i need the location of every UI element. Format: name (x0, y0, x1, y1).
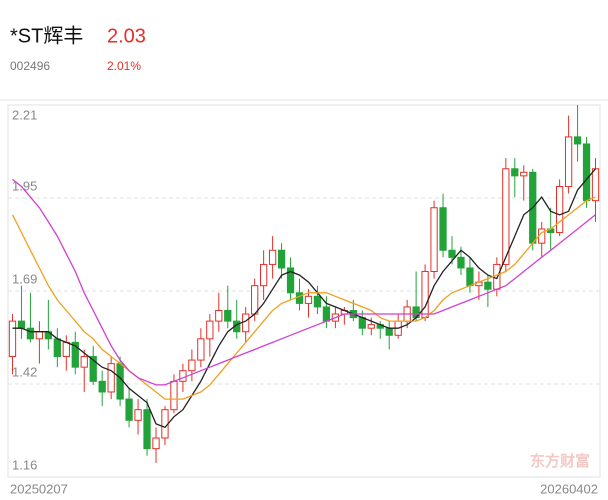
candle-body (295, 292, 304, 304)
x-tick-label: 20250207 (10, 481, 68, 496)
candle-body (322, 306, 331, 322)
candle-body (170, 380, 178, 411)
candle-body (26, 327, 35, 340)
y-tick-label: 1.16 (12, 457, 37, 472)
candle-body (573, 136, 582, 145)
price-change: 2.01% (107, 59, 141, 73)
candle-body (555, 185, 564, 234)
candle-body (215, 309, 223, 322)
candle-body (412, 306, 420, 319)
candle-body (152, 437, 160, 450)
candle-body (62, 341, 70, 358)
candle-body (448, 249, 456, 258)
candle-body (80, 356, 88, 368)
candle-body (358, 317, 366, 329)
candle-body (268, 249, 277, 265)
candle-body (8, 320, 17, 358)
candle-body (188, 359, 196, 372)
stock-name: *ST辉丰 (10, 24, 83, 47)
candle-body (313, 295, 322, 308)
candle-body (367, 324, 375, 329)
candle-body (143, 409, 151, 450)
candle-body (430, 207, 438, 273)
candle-body (511, 168, 519, 177)
stock-price: 2.03 (107, 25, 146, 47)
candle-body (259, 263, 268, 287)
x-tick-label: 20260402 (540, 481, 598, 496)
candle-body (502, 168, 510, 265)
candle-body (520, 171, 528, 177)
candle-body (286, 267, 295, 294)
stock-code: 002496 (10, 59, 50, 73)
candle-body (385, 327, 393, 336)
moving-average-line (11, 196, 596, 400)
candle-body (35, 331, 44, 340)
candle-body (457, 256, 465, 269)
candle-body (53, 338, 61, 358)
candle-body (564, 136, 573, 187)
candle-body (466, 267, 474, 287)
candle-body (242, 313, 250, 333)
candle-body (197, 338, 205, 361)
candle-body (251, 285, 259, 315)
candle-body (107, 363, 115, 393)
moving-average-line (12, 178, 596, 386)
candle-body (277, 249, 286, 269)
y-tick-label: 1.95 (12, 178, 37, 193)
y-tick-label: 1.69 (12, 271, 37, 286)
candle-body (179, 370, 187, 382)
candle-body (439, 207, 447, 251)
candle-body (206, 320, 214, 340)
y-tick-label: 2.21 (12, 107, 37, 122)
candle-body (134, 409, 142, 421)
candle-body (89, 356, 97, 382)
candle-body (71, 341, 79, 368)
candle-body (304, 295, 313, 304)
y-tick-label: 1.42 (12, 364, 37, 379)
candle-body (591, 168, 600, 202)
candle-body (484, 281, 492, 290)
candle-body (125, 398, 133, 421)
candle-body (17, 320, 26, 329)
candle-body (224, 309, 232, 322)
watermark: 东方财富 (530, 452, 590, 470)
candle-body (98, 380, 106, 393)
candle-body (582, 143, 591, 202)
candle-body (421, 271, 429, 319)
